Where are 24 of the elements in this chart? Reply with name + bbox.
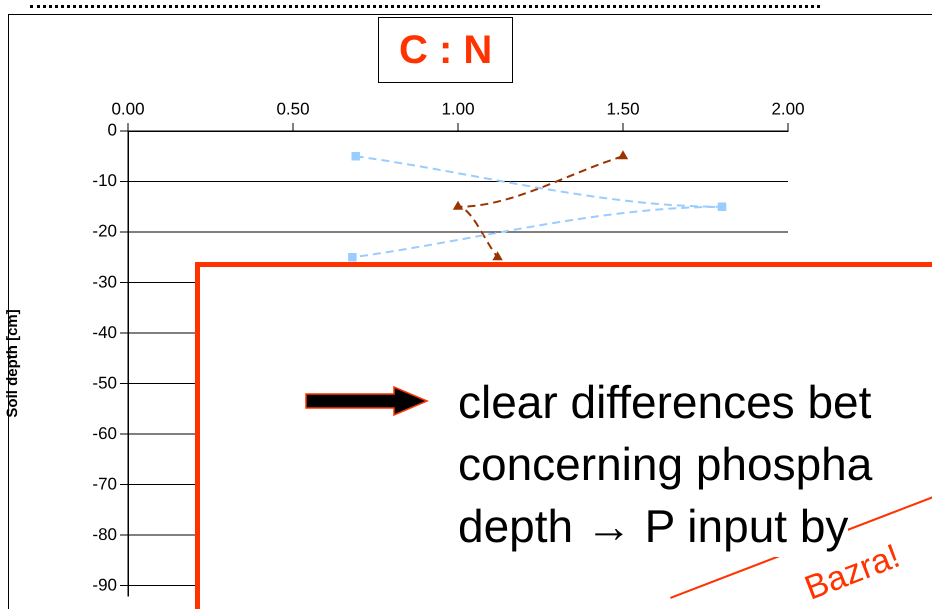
y-tick-label: -70 [92, 474, 117, 494]
y-tick-label: -50 [92, 373, 117, 392]
y-tick-label: -30 [92, 272, 117, 292]
point [452, 200, 464, 210]
chart-title: C : N [378, 17, 514, 83]
y-tick-label: -80 [92, 524, 117, 544]
y-tick-label: -10 [92, 171, 117, 190]
point [348, 253, 357, 262]
point [492, 251, 503, 260]
x-tick-label: 2.00 [771, 99, 805, 118]
y-tick-label: -90 [92, 575, 117, 594]
x-tick-label: 1.50 [606, 99, 640, 118]
x-tick-label: 1.00 [441, 99, 475, 118]
x-tick-label: 0.00 [111, 99, 145, 118]
y-tick-label: -60 [92, 424, 117, 443]
y-tick-label: -40 [92, 322, 117, 342]
x-tick-label: 0.50 [276, 99, 310, 118]
y-tick-label: 0 [108, 120, 117, 140]
point [618, 150, 628, 160]
annotation: clear differences bet [458, 371, 872, 433]
annotation: concerning phospha [458, 433, 872, 495]
point [351, 152, 360, 161]
point [718, 202, 726, 212]
y-tick-label: -20 [92, 222, 117, 241]
